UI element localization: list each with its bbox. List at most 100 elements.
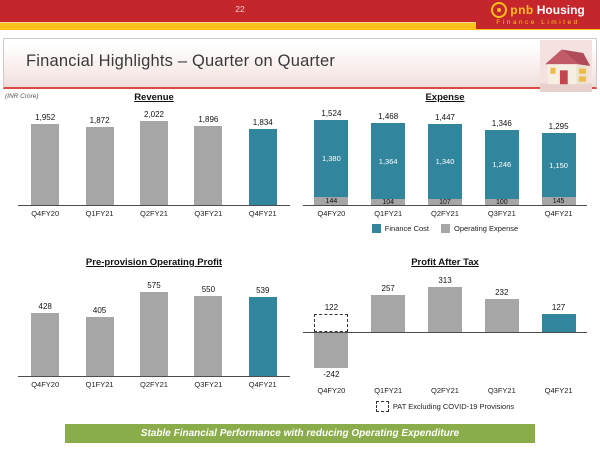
pat-excl-covid-box	[314, 314, 349, 332]
category-axis: Q4FY20 Q1FY21 Q2FY21 Q3FY21 Q4FY21	[303, 209, 587, 218]
pat-pos-column: 257	[360, 284, 417, 332]
value-label: 428	[38, 302, 52, 311]
category-label: Q3FY21	[194, 209, 223, 218]
top-bar: 22	[0, 0, 600, 22]
logo-row: pnb Housing	[491, 2, 585, 18]
bar-column: 1,295 1,150 145	[530, 122, 587, 205]
legend-item: PAT Excluding COVID-19 Provisions	[375, 401, 515, 412]
bar-column: 1,524 1,380 144	[303, 109, 360, 205]
finance-cost-segment: 1,340	[427, 124, 462, 199]
pat-chart-body: 122 257 313 232 127 -242 Q4FY20 Q1FY21 Q2FY21 Q3F…	[303, 272, 587, 412]
bar	[371, 295, 406, 332]
expense-chart: Expense 1,524 1,380 144 1,468 1,364 104 1,447 1…	[303, 92, 587, 233]
profit-after-tax-chart: Profit After Tax 122 257 313 232 127 -242 Q4FY…	[303, 257, 587, 412]
category-label: Q2FY21	[140, 380, 168, 389]
category-axis: Q4FY20 Q1FY21 Q2FY21 Q3FY21 Q4FY21	[18, 209, 290, 218]
value-label: 575	[147, 281, 161, 290]
bar	[314, 333, 349, 368]
expense-chart-body: 1,524 1,380 144 1,468 1,364 104 1,447 1,340 107 1…	[303, 107, 587, 233]
total-label: 1,524	[321, 109, 342, 118]
value-label: 122	[324, 303, 339, 312]
page-title: Financial Highlights – Quarter on Quarte…	[26, 52, 336, 70]
category-label: Q1FY21	[85, 209, 114, 218]
unit-label: (INR Crore)	[5, 93, 39, 100]
chart-title-revenue: Revenue	[134, 92, 174, 103]
bar-column: 1,952	[18, 113, 72, 205]
operating-expense-segment: 100	[484, 199, 519, 206]
bar-column: 2,022	[127, 110, 181, 205]
bar	[248, 297, 277, 376]
bar-column: 1,834	[236, 118, 290, 205]
value-label: 1,872	[89, 116, 110, 125]
banner-text: Stable Financial Performance with reduci…	[140, 428, 460, 439]
value-label: 405	[92, 306, 107, 315]
legend-label: Finance Cost	[384, 224, 429, 233]
bar-column: 405	[72, 306, 126, 376]
finance-cost-segment: 1,246	[484, 130, 519, 199]
chart-title-expense: Expense	[425, 92, 465, 103]
pat-pos-column: 313	[417, 276, 474, 332]
total-label: 1,447	[434, 113, 455, 122]
category-label: Q3FY21	[194, 380, 223, 389]
pat-positive-zone: 122 257 313 232 127	[303, 272, 587, 333]
bar-column: 1,447 1,340 107	[417, 113, 474, 206]
bar	[31, 124, 60, 205]
stacked-bar-plot: 1,524 1,380 144 1,468 1,364 104 1,447 1,340 107 1…	[303, 107, 587, 206]
bar	[85, 127, 114, 205]
legend-label: PAT Excluding COVID-19 Provisions	[392, 402, 515, 411]
bar-column: 575	[127, 281, 181, 376]
pat-neg-column: -242	[303, 333, 360, 379]
logo-housing-text: Housing	[536, 3, 585, 17]
category-label: Q2FY21	[431, 209, 459, 218]
bar	[248, 129, 277, 205]
category-label: Q4FY21	[544, 386, 573, 395]
value-label: 127	[551, 303, 566, 312]
chart-title-ppop: Pre-provision Operating Profit	[85, 257, 223, 268]
takeaway-banner: Stable Financial Performance with reduci…	[65, 424, 535, 443]
category-label: Q4FY20	[317, 386, 346, 395]
value-label: 232	[495, 288, 509, 297]
revenue-chart-body: 1,952 1,872 2,022 1,896 1,834 Q4FY20 Q1FY21 Q2F…	[18, 107, 290, 218]
house-image	[540, 40, 592, 92]
title-band: Financial Highlights – Quarter on Quarte…	[3, 38, 597, 92]
finance-cost-swatch	[371, 224, 381, 233]
bar-column: 1,872	[72, 116, 126, 205]
bar-column: 1,468 1,364 104	[360, 112, 417, 206]
bar-plot: 1,952 1,872 2,022 1,896 1,834	[18, 107, 290, 206]
bar-column: 550	[181, 285, 235, 376]
pat-excl-covid-swatch	[375, 401, 389, 412]
operating-expense-segment: 144	[314, 197, 349, 205]
value-label: 1,952	[35, 113, 56, 122]
operating-expense-swatch	[440, 224, 450, 233]
finance-cost-segment: 1,380	[314, 120, 349, 197]
total-label: 1,468	[378, 112, 399, 121]
category-axis: Q4FY20 Q1FY21 Q2FY21 Q3FY21 Q4FY21	[18, 380, 290, 389]
pnb-monogram-icon	[491, 2, 508, 18]
category-label: Q4FY20	[31, 209, 60, 218]
category-label: Q4FY21	[544, 209, 573, 218]
bar-column: 539	[236, 286, 290, 376]
legend-item: Operating Expense	[440, 224, 518, 233]
value-label: 257	[381, 284, 395, 293]
category-label: Q1FY21	[85, 380, 114, 389]
legend-item: Finance Cost	[371, 224, 429, 233]
category-label: Q4FY21	[248, 380, 277, 389]
bar-column: 1,896	[181, 115, 235, 205]
pre-provision-operating-profit-chart: Pre-provision Operating Profit 428 405 575…	[18, 257, 290, 389]
total-label: 1,295	[548, 122, 569, 131]
logo-subtitle: Finance Limited	[496, 19, 580, 26]
total-label: 1,346	[491, 119, 512, 128]
category-label: Q1FY21	[374, 209, 403, 218]
bar	[139, 292, 168, 376]
category-label: Q4FY21	[248, 209, 277, 218]
category-label: Q1FY21	[374, 386, 403, 395]
value-label: 1,834	[252, 118, 273, 127]
value-label: 550	[201, 285, 216, 294]
gold-strip	[0, 22, 600, 30]
operating-expense-segment: 145	[541, 197, 576, 205]
bar	[31, 313, 60, 376]
category-axis: Q4FY20 Q1FY21 Q2FY21 Q3FY21 Q4FY21	[303, 386, 587, 395]
operating-expense-segment: 107	[427, 199, 462, 206]
pat-pos-column: 127	[530, 303, 587, 332]
